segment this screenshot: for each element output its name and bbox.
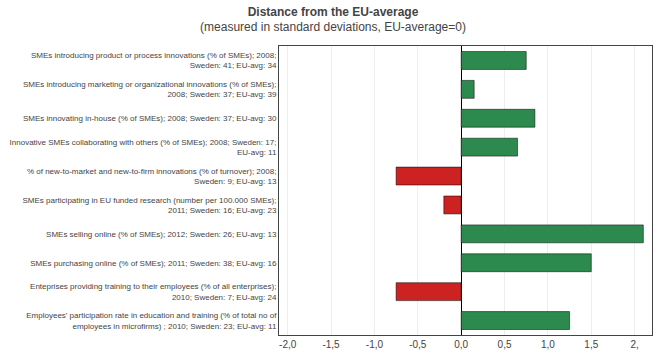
svg-text:SMEs participating in EU funde: SMEs participating in EU funded research…	[22, 196, 276, 215]
svg-text:2,: 2,	[630, 339, 638, 350]
svg-text:Innovative SMEs collaborating: Innovative SMEs collaborating with other…	[10, 138, 277, 157]
svg-text:-1,0: -1,0	[366, 339, 384, 350]
svg-text:-2,0: -2,0	[279, 339, 297, 350]
svg-text:SMEs selling online (% of SMEs: SMEs selling online (% of SMEs); 2012; S…	[46, 230, 277, 239]
svg-text:SMEs introducing product or pr: SMEs introducing product or process inno…	[31, 51, 277, 70]
svg-text:% of new-to-market and new-to-: % of new-to-market and new-to-firm innov…	[27, 167, 277, 186]
svg-text:1,0: 1,0	[541, 339, 555, 350]
svg-text:Distance from the EU-average(m: Distance from the EU-average(measured in…	[200, 5, 466, 35]
svg-text:0,0: 0,0	[454, 339, 468, 350]
svg-text:Employees' participation rate: Employees' participation rate in educati…	[26, 311, 277, 330]
svg-text:0,5: 0,5	[498, 339, 512, 350]
svg-text:Enteprises providing training: Enteprises providing training to their e…	[30, 282, 277, 301]
svg-text:1,5: 1,5	[584, 339, 598, 350]
svg-text:-1,5: -1,5	[322, 339, 340, 350]
svg-text:SMEs introducing marketing or: SMEs introducing marketing or organizati…	[23, 80, 277, 99]
svg-text:-0,5: -0,5	[409, 339, 427, 350]
svg-text:SMEs purchasing online (% of S: SMEs purchasing online (% of SMEs); 2011…	[30, 259, 277, 268]
svg-text:SMEs innovating in-house (% of: SMEs innovating in-house (% of SMEs); 20…	[23, 114, 277, 123]
